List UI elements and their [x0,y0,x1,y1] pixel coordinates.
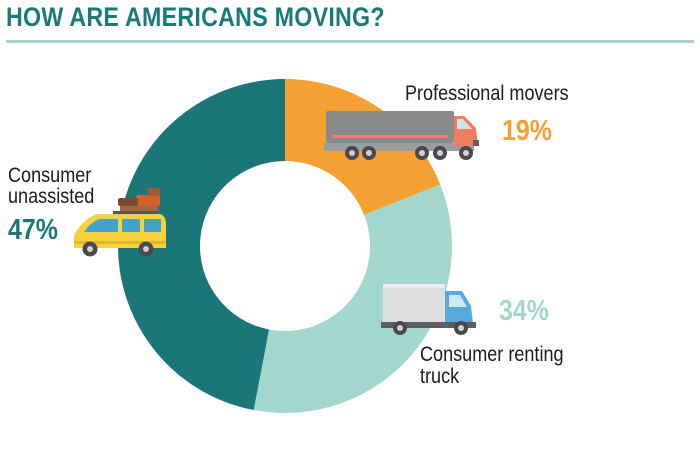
pct-consumer-unassisted: 47% [8,214,58,246]
label-professional-movers: Professional movers [405,82,569,105]
donut-slice-consumer-renting-truck [253,184,453,413]
label-consumer-unassisted-line2: unassisted [8,185,95,208]
box-truck-icon [381,284,476,335]
pct-consumer-renting-truck: 34% [499,295,549,327]
title-underline [6,40,694,43]
semi-truck-icon [324,111,479,160]
donut-slice-consumer-unassisted [118,79,285,411]
label-consumer-unassisted-line1: Consumer [8,164,92,187]
label-consumer-renting-line1: Consumer renting [420,343,564,366]
chart-title: HOW ARE AMERICANS MOVING? [6,2,385,32]
label-consumer-renting-line2: truck [420,365,460,388]
pct-professional-movers: 19% [502,115,552,147]
van-with-luggage-icon [74,188,166,257]
